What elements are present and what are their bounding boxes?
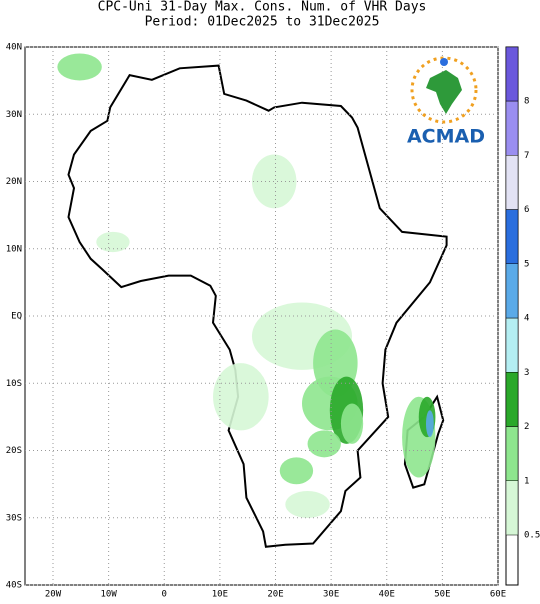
lat-label: 30N (6, 110, 22, 120)
lon-label: 10E (212, 590, 228, 600)
patch (279, 457, 314, 485)
colorbar-segment (505, 317, 519, 373)
lon-label: 60E (490, 590, 506, 600)
lon-label: 10W (100, 590, 117, 600)
lat-label: 10N (6, 244, 22, 254)
colorbar-label: 8 (524, 97, 529, 107)
patch (96, 231, 130, 253)
patch (285, 490, 330, 518)
patch (57, 53, 102, 81)
grid (25, 46, 499, 586)
colorbar-segment (505, 46, 519, 102)
lon-label: 20E (267, 590, 283, 600)
patch (251, 154, 297, 209)
colorbar-segment (505, 372, 519, 427)
lon-label: 20W (45, 590, 62, 600)
lat-label: 20N (6, 177, 22, 187)
colorbar-label: 7 (524, 151, 529, 161)
colorbar-segment (505, 426, 519, 481)
lat-label: 30S (6, 513, 22, 523)
colorbar-label: 0.5 (524, 531, 540, 541)
patch (340, 403, 364, 444)
land (57, 53, 448, 548)
colorbar-label: 4 (524, 314, 529, 324)
patch (425, 410, 434, 438)
lat-label: 10S (6, 379, 22, 389)
lon-label: 0 (162, 590, 167, 600)
colorbar-segment (505, 480, 519, 536)
logo: ACMAD (407, 56, 485, 148)
lon-label: 50E (434, 590, 450, 600)
lon-label: 30E (323, 590, 339, 600)
colorbar-segment (505, 155, 519, 210)
lat-label: 40N (6, 43, 22, 53)
subtitle: Period: 01Dec2025 to 31Dec2025 (145, 15, 380, 30)
colorbar-label: 2 (524, 422, 529, 432)
colorbar-label: 3 (524, 368, 529, 378)
colorbar-label: 6 (524, 205, 529, 215)
patch (307, 430, 341, 458)
lat-label: 40S (6, 581, 22, 591)
colorbar-segment (505, 263, 519, 319)
patch (213, 363, 269, 431)
colorbar-segment (505, 100, 519, 156)
logo-text: ACMAD (407, 126, 485, 148)
lat-label: 20S (6, 446, 22, 456)
colorbar-label: 5 (524, 259, 529, 269)
colorbar-segment (505, 209, 519, 264)
lat-label: EQ (11, 312, 22, 322)
lon-label: 40E (379, 590, 395, 600)
title: CPC-Uni 31-Day Max. Cons. Num. of VHR Da… (98, 0, 427, 15)
colorbar-label: 1 (524, 476, 529, 486)
